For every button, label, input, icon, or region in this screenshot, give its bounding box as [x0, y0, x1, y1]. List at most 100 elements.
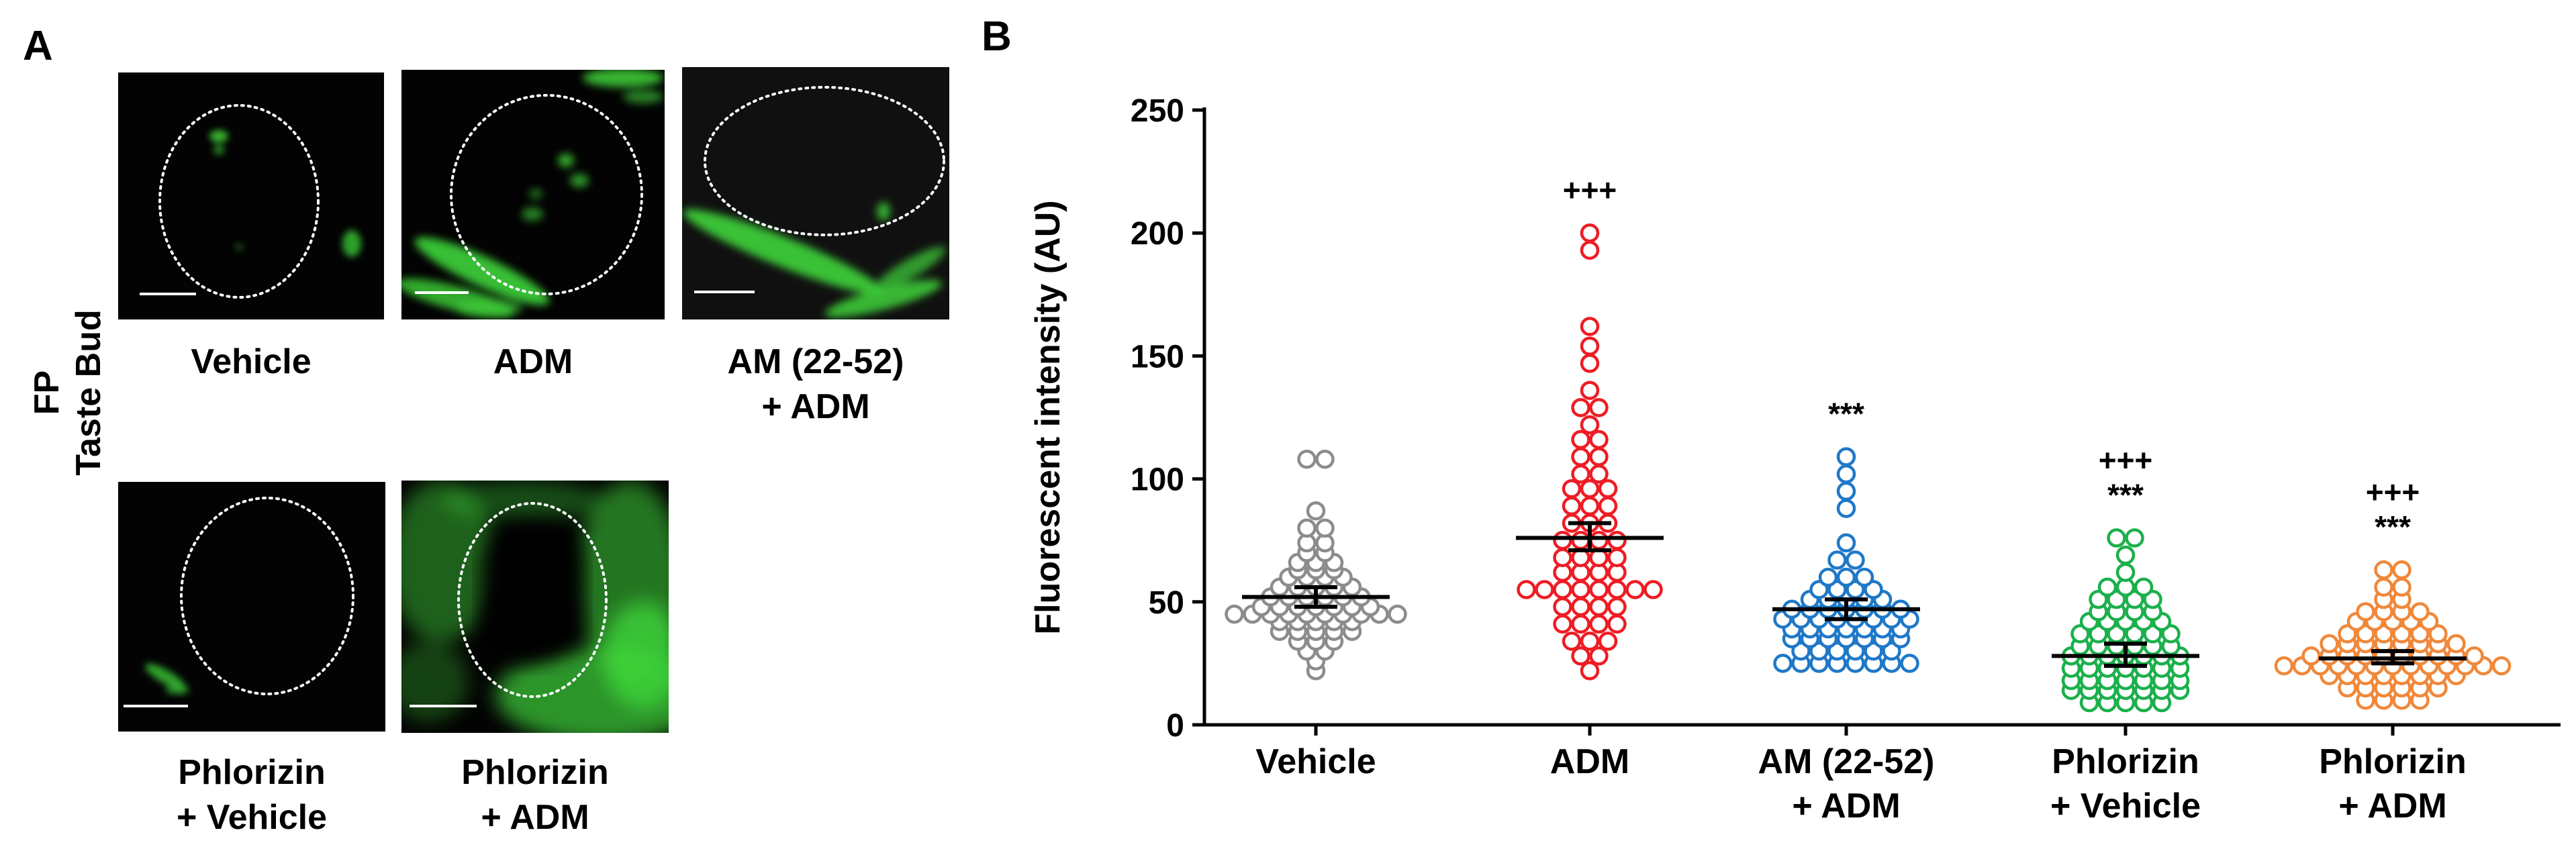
data-point — [1827, 550, 1847, 570]
data-point — [1589, 447, 1609, 466]
data-point — [2115, 562, 2136, 583]
micrograph-phlorizin-vehicle-image — [124, 497, 354, 707]
data-point — [1836, 481, 1856, 501]
data-point — [1571, 464, 1590, 484]
data-point — [1607, 597, 1627, 617]
caption-line: Vehicle — [191, 342, 312, 381]
data-point — [1854, 567, 1874, 587]
data-point — [1791, 641, 1811, 661]
significance-label: +++ — [1563, 172, 1617, 207]
significance-label: *** — [2375, 509, 2411, 544]
data-point — [1589, 430, 1609, 450]
data-point — [1836, 567, 1856, 587]
data-point — [1571, 614, 1590, 634]
data-point — [1580, 223, 1600, 243]
data-point — [2428, 624, 2448, 644]
data-point — [1589, 530, 1609, 550]
data-point — [1571, 597, 1590, 617]
significance-label: *** — [1828, 397, 1864, 432]
caption-line: + Vehicle — [176, 797, 328, 837]
data-point — [2356, 624, 2375, 644]
data-point — [1580, 336, 1600, 356]
data-point — [1836, 464, 1856, 484]
data-point — [1580, 317, 1600, 336]
data-point — [1553, 548, 1572, 568]
data-point — [1571, 646, 1590, 666]
y-tick-label: 50 — [1149, 585, 1184, 621]
data-point — [1846, 641, 1865, 661]
data-point — [1864, 641, 1883, 661]
data-point — [1571, 580, 1590, 599]
data-point — [1882, 641, 1901, 661]
data-point — [1625, 580, 1645, 599]
micrograph-adm-image — [401, 70, 663, 318]
data-point — [2392, 560, 2412, 580]
data-point — [1580, 354, 1600, 373]
data-point — [1809, 641, 1829, 661]
x-tick-label: Phlorizin — [2319, 742, 2467, 781]
micrograph-phlorizin-adm-image — [401, 481, 669, 733]
x-tick-label: Phlorizin — [2052, 742, 2199, 781]
data-point — [1836, 533, 1856, 553]
data-point — [1571, 398, 1590, 417]
caption-line: AM (22-52) — [727, 342, 904, 381]
micrograph-phlorizin-adm — [401, 481, 669, 733]
data-point — [1836, 499, 1856, 518]
significance-label: +++ — [2366, 474, 2420, 509]
data-point — [2107, 528, 2126, 548]
data-point — [2134, 577, 2154, 597]
data-point — [1553, 580, 1572, 599]
data-point — [2097, 577, 2117, 597]
data-point — [1315, 450, 1335, 469]
data-point — [1553, 614, 1572, 634]
data-point — [1607, 580, 1627, 599]
data-point — [1598, 496, 1618, 516]
data-point — [2107, 589, 2126, 609]
caption-line: + ADM — [761, 387, 870, 426]
data-point — [1818, 567, 1838, 587]
x-tick-label: ADM — [1550, 742, 1629, 781]
data-point — [1580, 479, 1600, 499]
data-point — [2143, 624, 2162, 644]
data-point — [1589, 580, 1609, 599]
micrograph-am-adm — [682, 67, 949, 319]
data-point — [1589, 597, 1609, 617]
data-point — [1535, 580, 1554, 599]
data-point — [2338, 624, 2357, 644]
data-point — [1773, 654, 1793, 673]
data-point — [1571, 430, 1590, 450]
data-point — [1306, 501, 1326, 521]
data-point — [2410, 624, 2430, 644]
data-point — [1846, 550, 1865, 570]
data-point — [1571, 447, 1590, 466]
data-point — [2491, 656, 2512, 676]
x-tick-label: + ADM — [2338, 787, 2446, 825]
data-point — [2115, 545, 2136, 565]
micrograph-adm — [401, 70, 665, 319]
data-point — [2465, 646, 2484, 666]
data-point — [2356, 602, 2375, 621]
data-point — [1571, 530, 1590, 550]
caption-adm: ADM — [401, 340, 665, 385]
data-point — [2161, 624, 2181, 644]
data-point — [1580, 632, 1600, 651]
micrograph-am-adm-image — [682, 67, 949, 319]
data-point — [2143, 589, 2162, 609]
significance-label: *** — [2107, 478, 2144, 513]
data-point — [1580, 240, 1600, 260]
data-point — [1580, 661, 1600, 681]
data-point — [1297, 450, 1317, 469]
data-point — [1607, 548, 1627, 568]
data-point — [2374, 577, 2393, 597]
micrograph-vehicle-image — [140, 104, 361, 299]
data-point — [1809, 580, 1829, 599]
data-point — [1297, 518, 1317, 538]
significance-label: +++ — [2099, 443, 2153, 478]
data-point — [1580, 496, 1600, 516]
data-point — [1553, 597, 1572, 617]
caption-phlorizin-vehicle: Phlorizin + Vehicle — [118, 750, 385, 840]
data-point — [1827, 641, 1847, 661]
data-point — [1900, 654, 1919, 673]
data-point — [2274, 656, 2294, 676]
